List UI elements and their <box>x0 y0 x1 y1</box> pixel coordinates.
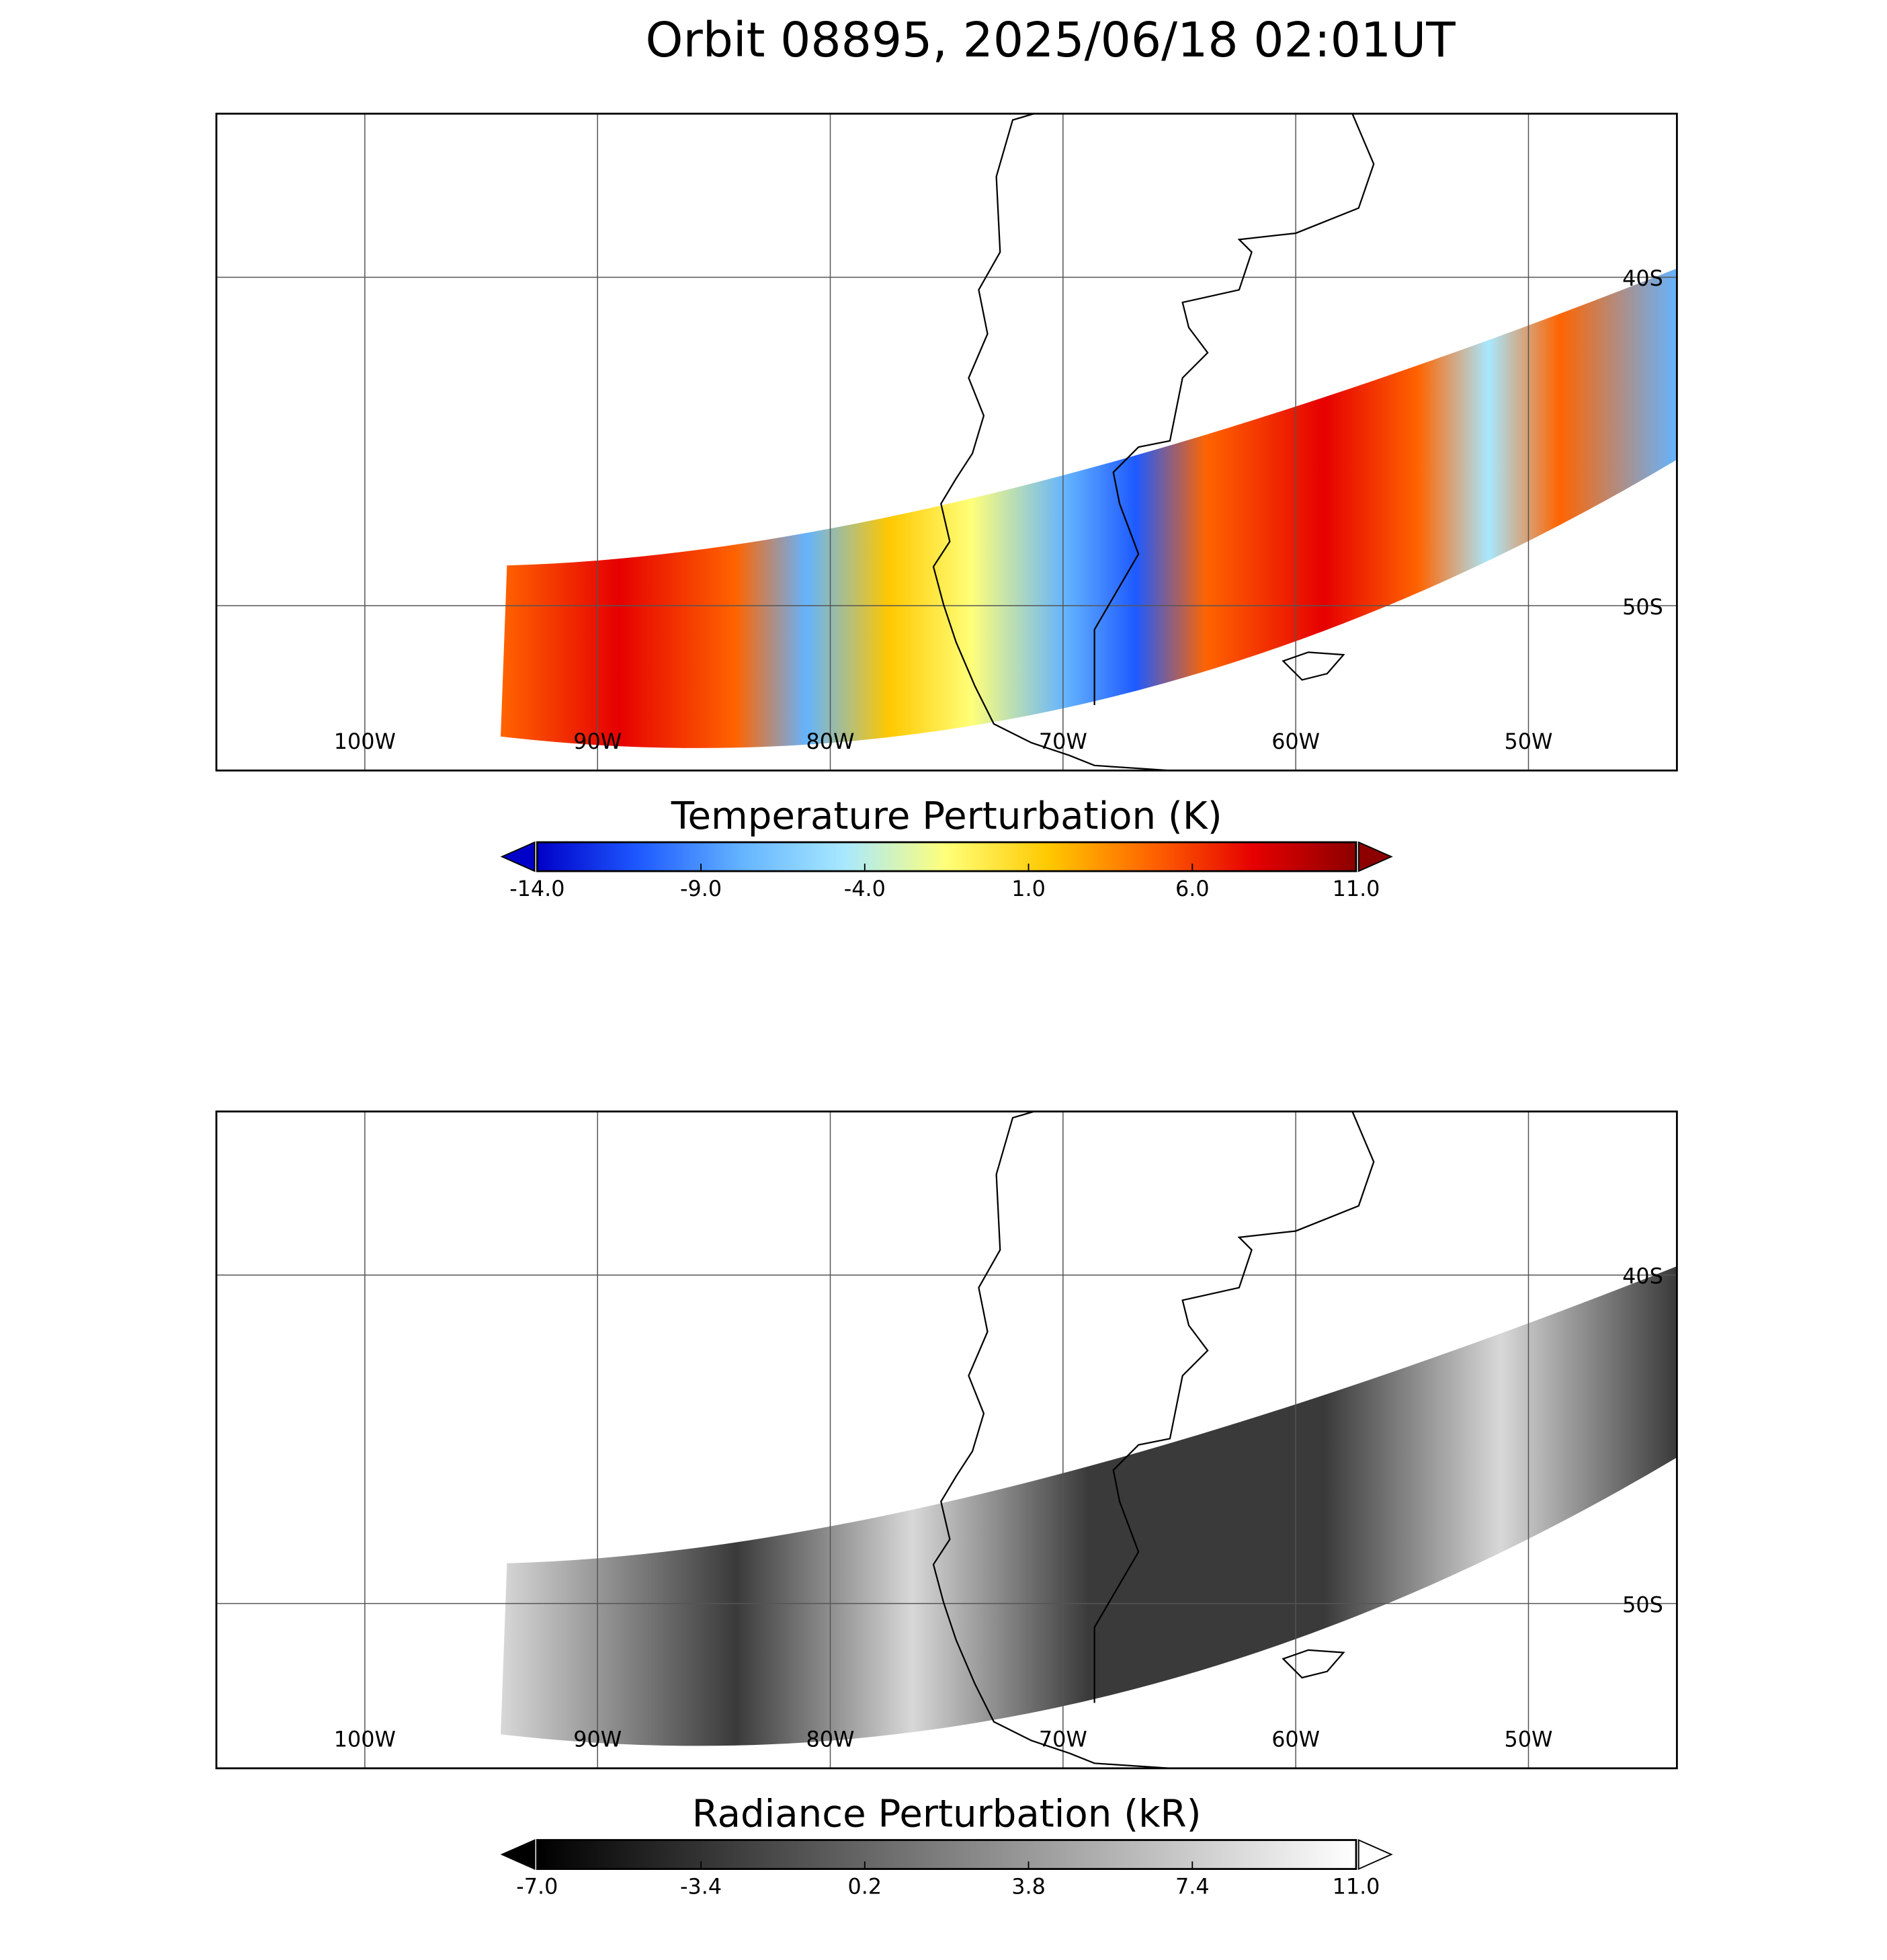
colorbar-tick-label: 7.4 <box>1175 1874 1210 1900</box>
lon-label: 90W <box>573 1727 622 1752</box>
colorbar-arrow-high <box>1357 841 1393 872</box>
colorbar-title: Temperature Perturbation (K) <box>671 794 1222 838</box>
lon-label: 50W <box>1505 729 1553 754</box>
lon-label: 60W <box>1271 1727 1320 1752</box>
lat-label: 50S <box>1622 594 1663 620</box>
colorbar-tick-label: -9.0 <box>680 876 722 901</box>
colorbar-tick-label: 11.0 <box>1333 1874 1380 1900</box>
colorbar-tick-label: -3.4 <box>680 1874 722 1900</box>
map-panel: 100W 90W 80W 70W 60W 50W 40S 50S Radiance Pertur… <box>215 1110 1678 1900</box>
lon-label: 100W <box>334 1727 396 1752</box>
lon-label: 80W <box>806 1727 855 1752</box>
data-swath <box>501 268 1677 748</box>
map-frame <box>215 1110 1678 1770</box>
colorbar-tick-label: -4.0 <box>844 876 886 901</box>
colorbar-arrow-high <box>1357 1839 1393 1871</box>
colorbar-tick-label: 1.0 <box>1011 876 1046 901</box>
colorbar-arrow-low <box>500 841 536 872</box>
lon-label: 70W <box>1039 1727 1087 1752</box>
colorbar-tick-label: -14.0 <box>509 876 564 901</box>
colorbar-tick-label: 3.8 <box>1011 1874 1046 1900</box>
colorbar <box>536 841 1357 872</box>
colorbar-tick-label: -7.0 <box>516 1874 558 1900</box>
colorbar-tick-label: 11.0 <box>1333 876 1380 901</box>
lat-label: 40S <box>1622 266 1663 291</box>
lon-label: 90W <box>573 729 622 754</box>
colorbar-tick-label: 0.2 <box>848 1874 882 1900</box>
lon-label: 80W <box>806 729 855 754</box>
coastline <box>932 113 1375 772</box>
lon-label: 70W <box>1039 729 1087 754</box>
lat-label: 50S <box>1622 1592 1663 1617</box>
lon-label: 50W <box>1505 1727 1553 1752</box>
lat-label: 40S <box>1622 1264 1663 1289</box>
colorbar-tick-label: 6.0 <box>1175 876 1210 901</box>
figure-title: Orbit 08895, 2025/06/18 02:01UT <box>646 12 1456 68</box>
coastline <box>932 1110 1375 1769</box>
colorbar-arrow-low <box>500 1839 536 1871</box>
lon-label: 100W <box>334 729 396 754</box>
data-swath <box>501 1266 1677 1746</box>
map-frame <box>215 112 1678 772</box>
colorbar-title: Radiance Perturbation (kR) <box>692 1793 1202 1836</box>
lon-label: 60W <box>1271 729 1320 754</box>
colorbar <box>536 1839 1357 1870</box>
map-panel: 100W 90W 80W 70W 60W 50W 40S 50S Temperature Per… <box>215 112 1678 901</box>
